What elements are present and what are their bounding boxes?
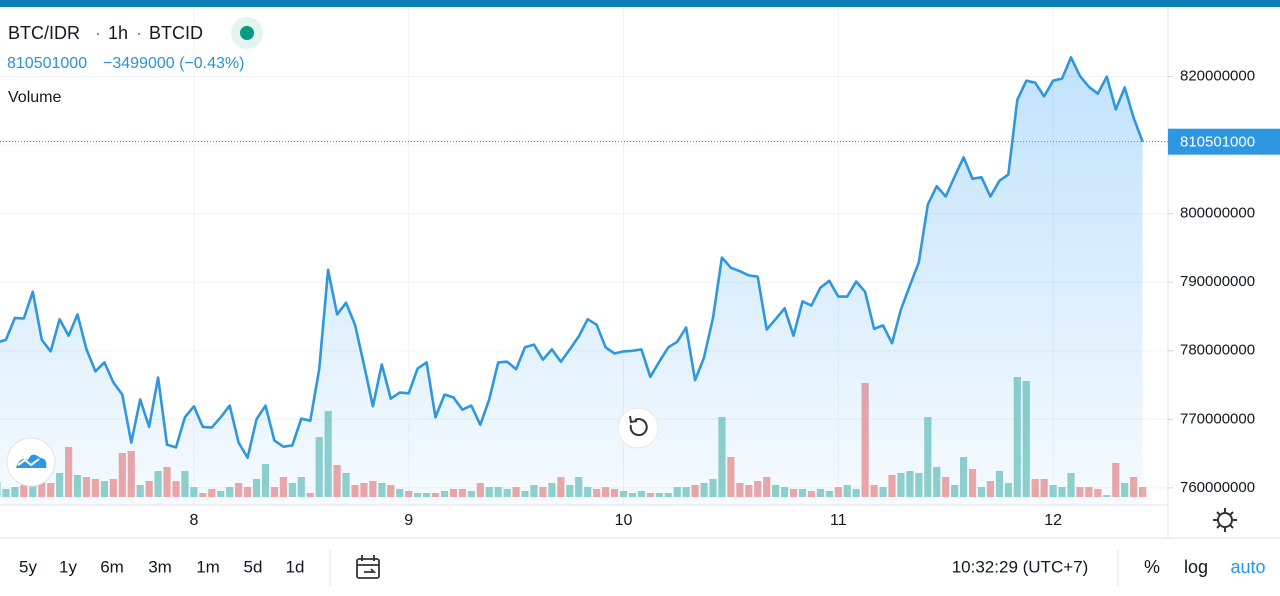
x-tick-label: 10	[615, 512, 633, 529]
separator: ·	[136, 23, 142, 43]
gear-teeth	[1213, 508, 1237, 532]
symbol: BTC/IDR	[8, 23, 80, 43]
exchange: BTCID	[149, 23, 203, 43]
reset-button[interactable]	[617, 407, 659, 449]
y-tick-label: 800000000	[1180, 205, 1255, 222]
separator: ·	[95, 23, 101, 43]
range-button[interactable]: 5y	[19, 557, 37, 576]
reset-circle[interactable]	[617, 407, 659, 449]
range-button[interactable]: 6m	[100, 557, 124, 576]
reset-arrow	[629, 418, 648, 437]
range-button[interactable]: 1m	[196, 557, 220, 576]
gear[interactable]	[1217, 512, 1233, 528]
status-dot	[240, 26, 254, 40]
scale-option[interactable]: auto	[1230, 557, 1265, 577]
range-button[interactable]: 1d	[286, 557, 305, 576]
calendar-icon[interactable]	[356, 558, 380, 579]
interval: 1h	[108, 23, 128, 43]
y-tick-label: 780000000	[1180, 342, 1255, 359]
range-button[interactable]: 5d	[244, 557, 263, 576]
reset-arrowhead	[629, 415, 638, 424]
clock: 10:32:29 (UTC+7)	[952, 557, 1089, 576]
logo-line	[17, 458, 40, 467]
volume-label: Volume	[8, 89, 61, 106]
top-bar	[0, 0, 1280, 7]
axes: 760000000 770000000 780000000 790000000 8000…	[0, 68, 1280, 529]
y-tick-label: 820000000	[1180, 68, 1255, 85]
scale-option[interactable]: %	[1144, 557, 1160, 577]
price-line	[0, 56, 1144, 459]
toolbar: 5y 1y 6m 3m 1m 5d 1d% log auto	[19, 557, 1266, 577]
range-button[interactable]: 3m	[148, 557, 172, 576]
date-range-button[interactable]	[356, 555, 380, 579]
logo[interactable]	[6, 437, 56, 487]
x-tick-label: 11	[830, 512, 847, 529]
x-tick-label: 8	[189, 512, 198, 529]
last-price-label: 810501000	[1180, 134, 1255, 151]
y-tick-label: 790000000	[1180, 273, 1255, 290]
price-pane	[0, 56, 1144, 505]
logo-cloud	[16, 454, 47, 468]
y-tick-label: 760000000	[1180, 479, 1255, 496]
settings-button[interactable]	[1213, 508, 1237, 532]
calendar-lines	[357, 555, 379, 573]
last-price-badge	[1168, 128, 1280, 155]
y-tick-label: 770000000	[1180, 410, 1255, 427]
price-change: −3499000 (−0.43%)	[103, 55, 244, 72]
x-tick-label: 9	[404, 512, 413, 529]
last-price: 810501000	[7, 55, 87, 72]
x-tick-label: 12	[1044, 512, 1062, 529]
price-area	[0, 57, 1143, 505]
scale-option[interactable]: log	[1184, 557, 1208, 577]
range-button[interactable]: 1y	[59, 557, 77, 576]
